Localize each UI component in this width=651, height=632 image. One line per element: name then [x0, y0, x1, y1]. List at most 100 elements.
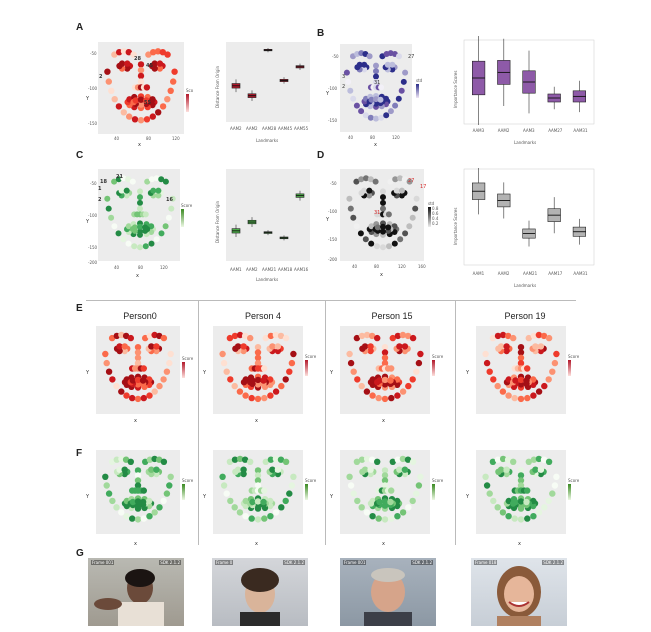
landmark-point [358, 332, 366, 340]
landmark-point [272, 455, 280, 463]
landmark-point [381, 381, 389, 388]
landmark-point [361, 66, 368, 73]
panel-c-face-plot: -50 -100 -150 -200 40 80 120 x Y 21 18 1… [86, 169, 193, 279]
landmark-point [139, 498, 147, 506]
landmark-point [409, 334, 417, 342]
svg-text:x: x [134, 541, 137, 547]
person-title-0: Person0 [123, 311, 157, 321]
landmark-point [123, 513, 130, 520]
svg-text:-150: -150 [328, 237, 338, 242]
photo-frame-label: Frame 001 [343, 560, 367, 565]
landmark-point [286, 490, 293, 497]
landmark-point [361, 187, 368, 194]
landmark-point [367, 466, 374, 473]
landmark-point [401, 176, 408, 183]
landmark-point [483, 482, 491, 489]
landmark-point [517, 349, 525, 356]
landmark-point [143, 97, 150, 104]
svg-text:Importance Scores: Importance Scores [453, 208, 458, 245]
landmark-point [254, 349, 262, 356]
landmark-point [553, 350, 560, 358]
landmark-point [155, 187, 162, 194]
label-55: 55 [144, 100, 151, 106]
landmark-point [223, 490, 230, 497]
landmark-point [517, 477, 525, 484]
landmark-point [490, 376, 497, 383]
landmark-point [118, 509, 125, 516]
landmark-point [120, 48, 128, 55]
landmark-point [494, 504, 501, 511]
svg-text:Landmarks: Landmarks [514, 283, 536, 288]
landmark-point [549, 368, 556, 375]
landmark-point [399, 388, 407, 395]
column-divider-2 [325, 300, 326, 545]
landmark-point [380, 223, 386, 230]
landmark-point [290, 473, 297, 480]
landmark-point [160, 458, 168, 465]
landmark-point [105, 205, 112, 212]
landmark-point [535, 331, 543, 339]
landmark-point [121, 466, 128, 473]
landmark-point [395, 95, 402, 102]
landmark-point [517, 360, 525, 367]
landmark-point [131, 224, 138, 231]
landmark-point [137, 66, 145, 74]
landmark-point [387, 377, 394, 384]
landmark-point [545, 376, 552, 383]
box-category-label: AAM18 [278, 267, 293, 272]
landmark-point [511, 515, 518, 522]
svg-text:-150: -150 [328, 118, 338, 123]
landmark-point [499, 455, 507, 463]
landmark-point [164, 51, 171, 58]
landmark-point [169, 195, 176, 202]
box-category-label: AAM55 [294, 126, 309, 131]
landmark-point [373, 79, 379, 85]
landmark-point [396, 466, 403, 473]
landmark-point [396, 53, 402, 60]
landmark-point [247, 458, 254, 465]
label-21: 21 [116, 174, 123, 180]
landmark-point [353, 334, 361, 342]
landmark-point [401, 347, 409, 355]
svg-text:Score: Score [432, 478, 444, 483]
landmark-point [413, 195, 420, 202]
landmark-point [373, 100, 379, 107]
landmark-point [134, 381, 142, 388]
landmark-point [389, 458, 396, 465]
landmark-point [378, 114, 385, 121]
landmark-point [530, 456, 538, 463]
landmark-point [249, 377, 256, 384]
landmark-point [486, 368, 493, 375]
box-category-label: AAM27 [548, 128, 563, 133]
landmark-point [367, 343, 374, 350]
landmark-point [398, 187, 405, 194]
landmark-point [525, 458, 532, 465]
landmark-point [165, 214, 172, 221]
landmark-point [394, 392, 401, 399]
box-category-label: AAM31 [573, 128, 588, 133]
svg-text:x: x [136, 273, 139, 279]
svg-text:Distance From Origin: Distance From Origin [215, 66, 220, 108]
svg-text:std: std [428, 201, 435, 206]
svg-text:Score: Score [182, 478, 194, 483]
landmark-point [129, 394, 136, 402]
landmark-point [396, 343, 403, 350]
landmark-point [137, 117, 145, 124]
landmark-point [483, 359, 491, 367]
landmark-point [391, 240, 398, 247]
landmark-point [153, 466, 160, 473]
landmark-point [369, 392, 376, 399]
landmark-point [374, 224, 381, 231]
svg-text:-50: -50 [90, 181, 97, 186]
landmark-point [499, 509, 507, 516]
landmark-point [134, 477, 142, 484]
person-4-illustration [240, 568, 280, 626]
landmark-point [170, 78, 177, 85]
landmark-point [400, 78, 407, 85]
panel-c-legend: Score [181, 203, 193, 227]
landmark-point [350, 368, 357, 375]
landmark-point [363, 331, 371, 339]
landmark-point [219, 350, 226, 358]
box-category-label: AAM17 [548, 271, 563, 276]
svg-text:x: x [374, 142, 377, 148]
